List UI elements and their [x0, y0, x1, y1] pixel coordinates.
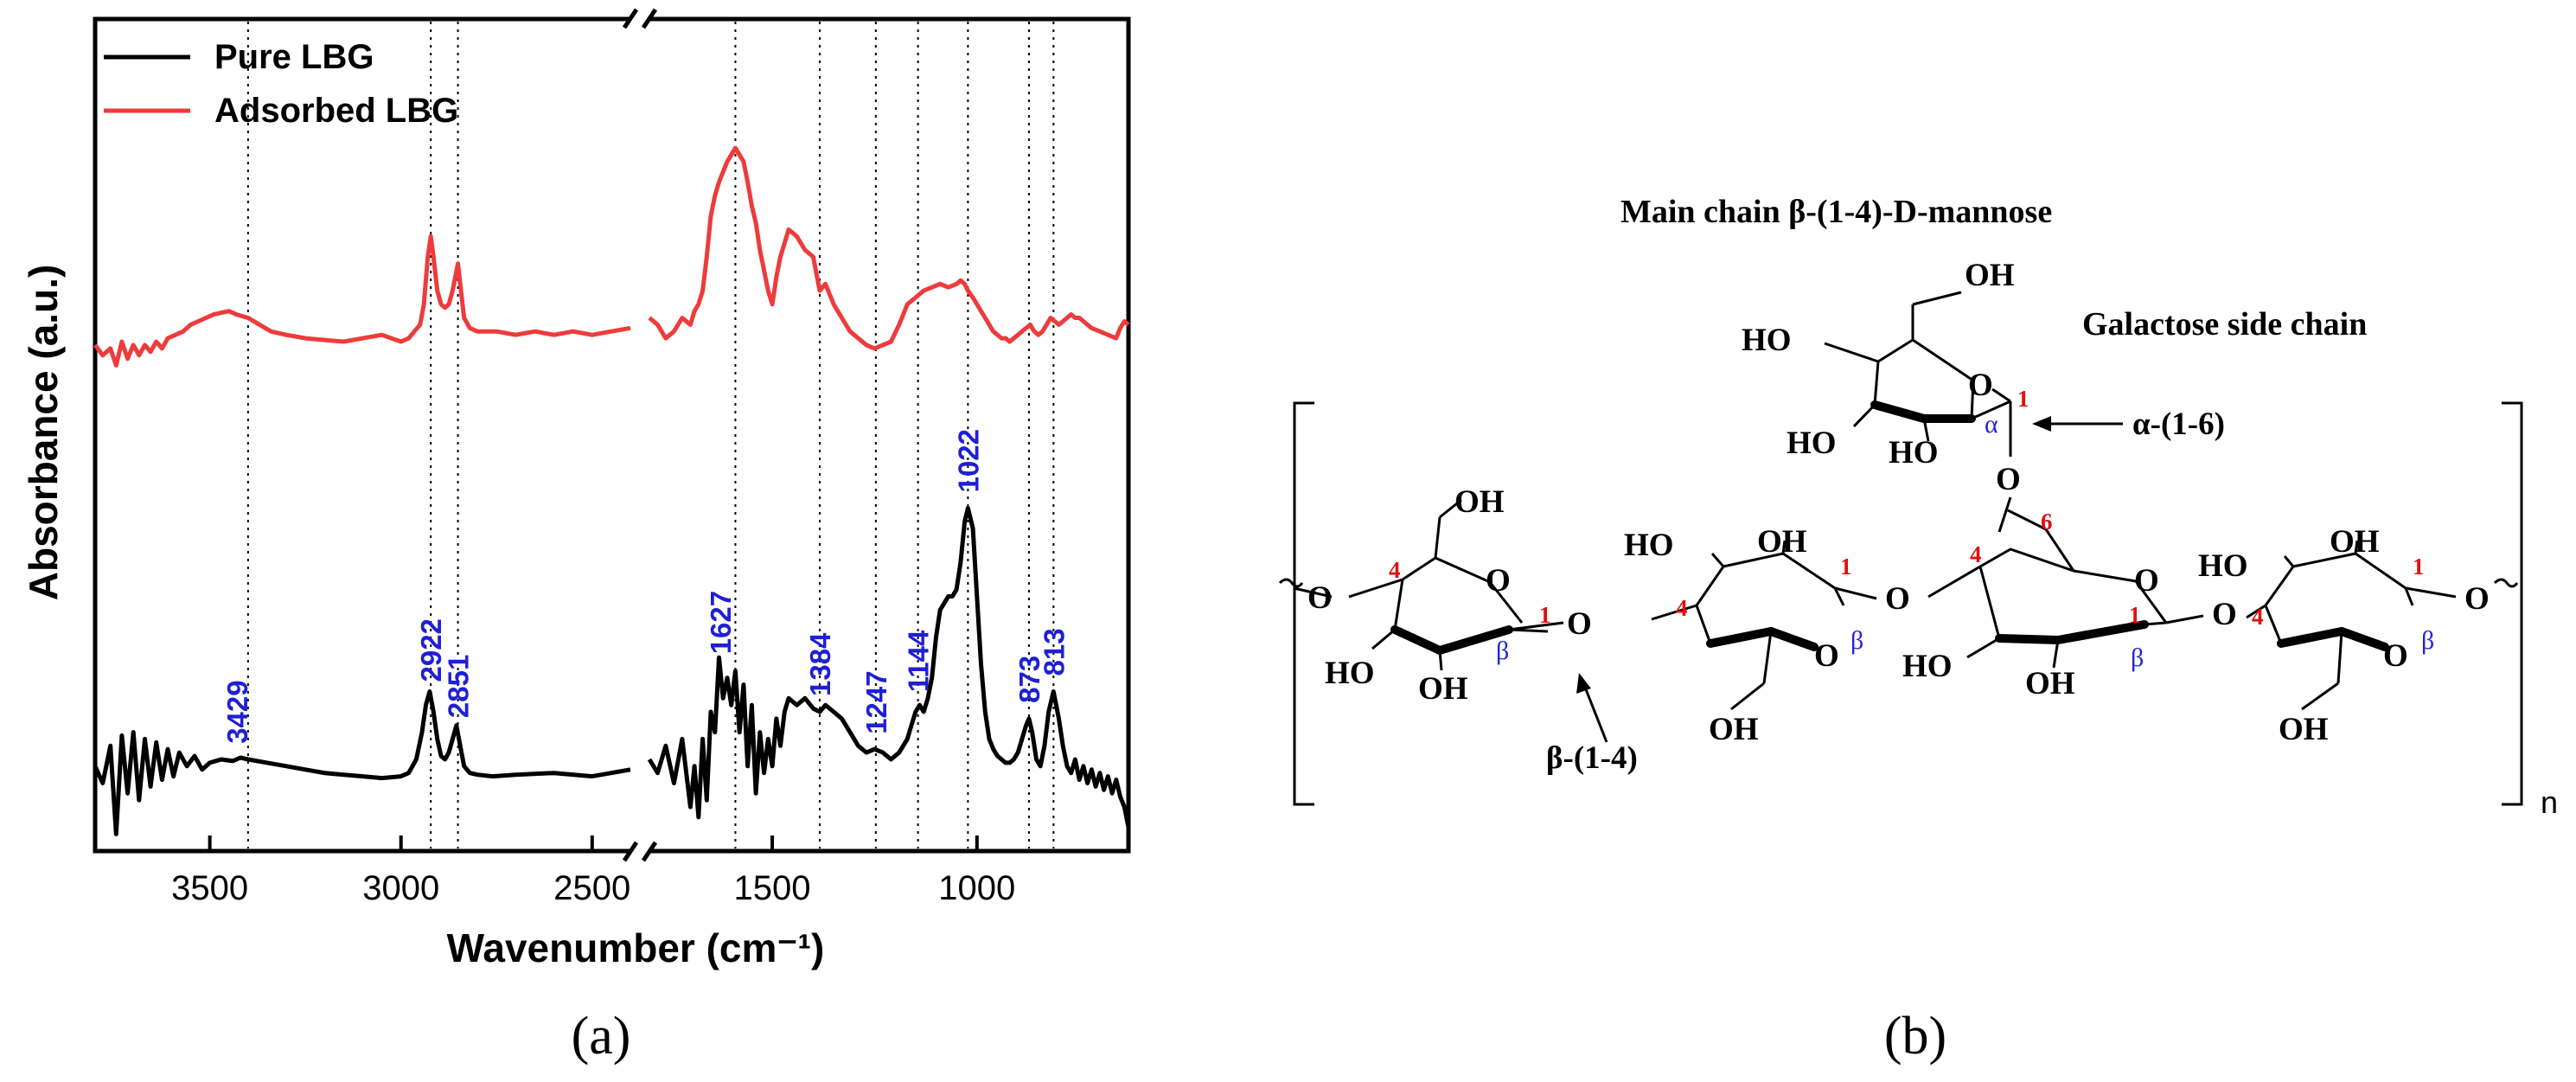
repeat-brackets [1293, 401, 2523, 806]
man1-ring-o: O [1486, 563, 1511, 599]
galactose-c1: 1 [2017, 386, 2029, 412]
man1-c1: 1 [1539, 602, 1551, 628]
man4-c1: 1 [2413, 554, 2425, 579]
panel-label-b: (b) [1884, 1007, 1946, 1066]
pure-lbg-trace-segment-2 [647, 505, 1131, 828]
man4-ring-o: O [2383, 638, 2408, 674]
galactose-ring [1824, 291, 2012, 533]
peak-label-2922: 2922 [415, 618, 447, 682]
spectra-traces [93, 145, 1131, 836]
peak-label-1247: 1247 [860, 670, 892, 733]
beta-linkage-arrowhead [1576, 673, 1591, 694]
peak-label-3429: 3429 [221, 680, 253, 743]
galactose-ring-o: O [1968, 368, 1993, 403]
peak-label-2851: 2851 [443, 655, 475, 718]
man2-beta: β [1851, 626, 1863, 655]
glycosidic-o-2: O [1885, 581, 1910, 617]
man2-ring-o: O [1814, 638, 1839, 674]
man2-oh-6: OH [1709, 712, 1759, 747]
axis-break-marks [622, 8, 658, 862]
man2-c1: 1 [1840, 554, 1852, 579]
structure-title: Main chain β-(1-4)-D-mannose [1620, 194, 2052, 230]
glycosidic-o-3: O [2212, 597, 2237, 632]
x-ticks: 3500 3000 2500 1500 1000 [171, 836, 1015, 907]
mannose-ring-2 [1651, 540, 1877, 711]
panel-label-a: (a) [572, 1007, 631, 1066]
alpha-linkage-label: α-(1-6) [2132, 407, 2225, 442]
peak-label-1144: 1144 [903, 630, 935, 692]
man3-c4: 4 [1970, 541, 1982, 567]
galactose-ho-3: HO [1787, 426, 1837, 461]
peak-label-1022: 1022 [952, 429, 984, 492]
man1-oh-2: OH [1418, 671, 1468, 707]
galactose-ho-4: HO [1742, 323, 1792, 358]
man1-o-4: O [1307, 580, 1333, 616]
man3-ho-3: HO [1902, 649, 1953, 684]
lbg-structure: Main chain β-(1-4)-D-mannose Galactose s… [1278, 194, 2558, 1066]
x-tick-label-1500: 1500 [734, 869, 811, 907]
plot-frame [93, 16, 1131, 854]
legend-label-pure: Pure LBG [214, 38, 374, 76]
man3-oh-2: OH [2025, 666, 2075, 701]
x-axis-title: Wavenumber (cm⁻¹) [447, 925, 825, 970]
glycosidic-o-1: O [1567, 606, 1592, 642]
x-tick-label-3000: 3000 [362, 869, 439, 907]
man1-ho-3: HO [1325, 656, 1375, 691]
adsorbed-lbg-trace-segment-2 [648, 145, 1130, 351]
reference-lines [246, 22, 1055, 848]
mannose-ring-4 [2246, 540, 2519, 711]
peak-label-1384: 1384 [804, 632, 836, 696]
adsorbed-lbg-trace-segment-1 [93, 234, 631, 368]
man1-c4: 4 [1389, 557, 1401, 583]
alpha-linkage-arrowhead [2032, 416, 2051, 432]
man4-beta: β [2421, 626, 2434, 655]
galactose-ho-2: HO [1889, 435, 1939, 471]
glycosidic-o-alpha: O [1996, 462, 2021, 497]
alpha-anomer: α [1985, 410, 1998, 439]
side-chain-label: Galactose side chain [2082, 306, 2367, 343]
man2-c4: 4 [1676, 595, 1688, 621]
legend-label-adsorbed: Adsorbed LBG [214, 92, 458, 130]
man4-ho-3: HO [2198, 548, 2248, 584]
man4-oh-2: OH [2330, 524, 2380, 560]
mannose-ring-1 [1278, 498, 1564, 671]
beta-linkage-arrow [1582, 684, 1608, 743]
man2-oh-2: OH [1757, 524, 1807, 560]
man2-ho-3: HO [1624, 528, 1674, 563]
x-tick-label-2500: 2500 [553, 869, 630, 907]
peak-label-813: 813 [1038, 628, 1070, 675]
beta-linkage-label: β-(1-4) [1546, 740, 1638, 776]
mannose-ring-3 [1927, 509, 2204, 669]
pure-lbg-trace-segment-1 [93, 689, 631, 836]
man3-beta: β [2131, 643, 2144, 672]
legend: Pure LBG Adsorbed LBG [104, 38, 458, 130]
repeat-subscript-n: n [2541, 784, 2558, 820]
man1-beta: β [1496, 637, 1509, 665]
man4-c4: 4 [2252, 604, 2264, 630]
man3-c6: 6 [2041, 509, 2053, 535]
man1-oh-6: OH [1454, 484, 1505, 520]
peak-label-1627: 1627 [705, 591, 737, 654]
peak-label-873: 873 [1013, 656, 1045, 703]
y-axis-title: Absorbance (a.u.) [21, 265, 66, 601]
man3-ring-o: O [2134, 563, 2159, 599]
glycosidic-o-4: O [2464, 581, 2490, 617]
galactose-oh-6: OH [1965, 258, 2015, 293]
x-tick-label-1000: 1000 [938, 869, 1015, 907]
man3-c1: 1 [2129, 602, 2141, 628]
man4-oh-6: OH [2279, 712, 2329, 747]
x-tick-label-3500: 3500 [171, 869, 248, 907]
